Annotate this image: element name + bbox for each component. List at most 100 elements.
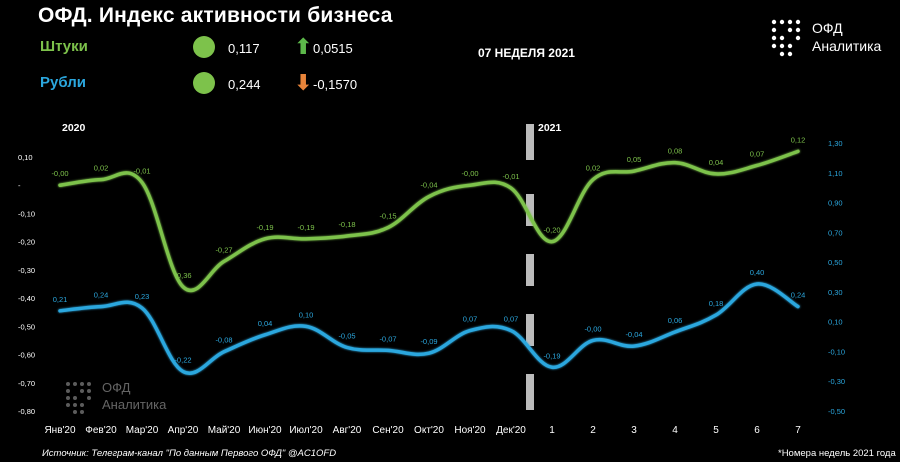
right-axis-tick: 0,70 <box>828 228 843 237</box>
dot-grid-icon <box>771 19 801 57</box>
year-label: 2020 <box>62 122 86 134</box>
legend-dot-pieces <box>193 36 215 58</box>
x-axis-tick: Мар'20 <box>126 425 159 436</box>
data-label: 0,12 <box>791 135 806 144</box>
right-axis-tick: 0,30 <box>828 288 843 297</box>
data-label: 0,40 <box>750 268 765 277</box>
data-label: 0,04 <box>709 158 724 167</box>
left-axis-tick: -0,50 <box>18 322 35 331</box>
x-axis-tick: 5 <box>713 425 719 436</box>
legend-label-pieces: Штуки <box>40 38 88 55</box>
data-label: 0,23 <box>135 292 150 301</box>
data-label: -0,19 <box>543 351 560 360</box>
data-label: -0,18 <box>338 220 355 229</box>
x-axis-tick: Ноя'20 <box>454 425 486 436</box>
x-axis-tick: Апр'20 <box>168 425 199 436</box>
legend-change-rubles: -0,1570 <box>313 77 358 92</box>
legend-value-rubles: 0,244 <box>228 77 261 92</box>
x-axis-tick: 4 <box>672 425 678 436</box>
x-axis-tick: Янв'20 <box>44 425 76 436</box>
x-axis-tick: Сен'20 <box>372 425 404 436</box>
data-label: -0,01 <box>133 166 150 175</box>
logo-line-2: Аналитика <box>812 38 882 54</box>
watermark-line-2: Аналитика <box>102 397 167 412</box>
data-label: -0,19 <box>256 223 273 232</box>
source-note: Источник: Телеграм-канал "По данным Перв… <box>42 448 337 459</box>
right-axis-tick: -0,30 <box>828 377 845 386</box>
data-label: 0,18 <box>709 299 724 308</box>
data-label: -0,08 <box>215 336 232 345</box>
data-label: -0,00 <box>584 324 601 333</box>
data-label: -0,07 <box>379 334 396 343</box>
x-axis-tick: Дек'20 <box>496 425 526 436</box>
ofd-analytics-logo: ОФД Аналитика <box>770 18 890 63</box>
legend-value-pieces: 0,117 <box>228 41 260 56</box>
watermark-dot-grid-icon <box>66 382 91 414</box>
data-label: 0,02 <box>94 164 109 173</box>
year-divider-segment <box>526 254 534 286</box>
legend-change-pieces: 0,0515 <box>313 41 353 56</box>
right-axis-tick: 0,90 <box>828 199 843 208</box>
left-axis-tick: -0,70 <box>18 379 35 388</box>
data-label: -0,04 <box>625 330 642 339</box>
x-axis-tick: 2 <box>590 425 596 436</box>
data-label: 0,07 <box>504 315 519 324</box>
data-label: -0,04 <box>420 181 437 190</box>
data-label: 0,24 <box>791 291 806 300</box>
legend-dot-rubles <box>193 72 215 94</box>
data-label: 0,07 <box>750 149 765 158</box>
data-label: 0,02 <box>586 164 601 173</box>
left-axis-tick: -0,40 <box>18 294 35 303</box>
right-axis-tick: 1,30 <box>828 139 843 148</box>
left-axis-tick: - <box>18 181 21 190</box>
left-axis-tick: -0,30 <box>18 266 35 275</box>
left-axis-tick: -0,60 <box>18 351 35 360</box>
data-label: -0,19 <box>297 223 314 232</box>
arrow-down-icon: ⬇ <box>294 70 313 95</box>
data-label: 0,10 <box>299 310 314 319</box>
data-label: -0,05 <box>338 332 355 341</box>
right-axis-tick: 0,50 <box>828 258 843 267</box>
series-line-pieces <box>58 149 800 293</box>
year-divider-segment <box>526 374 534 410</box>
data-label: -0,09 <box>420 337 437 346</box>
x-axis-tick: 6 <box>754 425 760 436</box>
right-axis-tick: -0,50 <box>828 407 845 416</box>
left-axis-tick: -0,80 <box>18 407 35 416</box>
data-label: 0,06 <box>668 316 683 325</box>
week-label: 07 НЕДЕЛЯ 2021 <box>478 46 575 60</box>
legend-label-rubles: Рубли <box>40 74 86 91</box>
left-axis-tick: 0,10 <box>18 153 33 162</box>
data-label: -0,36 <box>174 271 191 280</box>
data-label: 0,04 <box>258 319 273 328</box>
left-axis-tick: -0,10 <box>18 209 35 218</box>
x-axis-tick: Окт'20 <box>414 425 444 436</box>
x-axis-tick: 3 <box>631 425 637 436</box>
watermark-line-1: ОФД <box>102 380 131 395</box>
data-label: 0,07 <box>463 315 478 324</box>
x-axis-tick: 1 <box>549 425 555 436</box>
data-label: -0,00 <box>51 169 68 178</box>
right-axis-tick: -0,10 <box>828 347 845 356</box>
arrow-up-icon: ⬆ <box>294 34 313 59</box>
footnote: *Номера недель 2021 года <box>778 448 896 459</box>
logo-line-1: ОФД <box>812 20 843 36</box>
series-line-rubles <box>58 282 800 375</box>
left-axis-tick: -0,20 <box>18 238 35 247</box>
data-label: 0,08 <box>668 147 683 156</box>
year-label: 2021 <box>538 122 562 134</box>
x-axis-tick: Июн'20 <box>248 425 282 436</box>
data-label: -0,00 <box>461 169 478 178</box>
data-label: 0,24 <box>94 291 109 300</box>
right-axis-tick: 1,10 <box>828 169 843 178</box>
right-axis-tick: 0,10 <box>828 318 843 327</box>
data-label: -0,20 <box>543 226 560 235</box>
data-label: -0,22 <box>174 355 191 364</box>
data-label: -0,15 <box>379 212 396 221</box>
chart-title: ОФД. Индекс активности бизнеса <box>38 4 393 27</box>
x-axis-tick: 7 <box>795 425 801 436</box>
data-label: -0,27 <box>215 245 232 254</box>
x-axis-tick: Авг'20 <box>333 425 362 436</box>
year-divider-segment <box>526 124 534 160</box>
